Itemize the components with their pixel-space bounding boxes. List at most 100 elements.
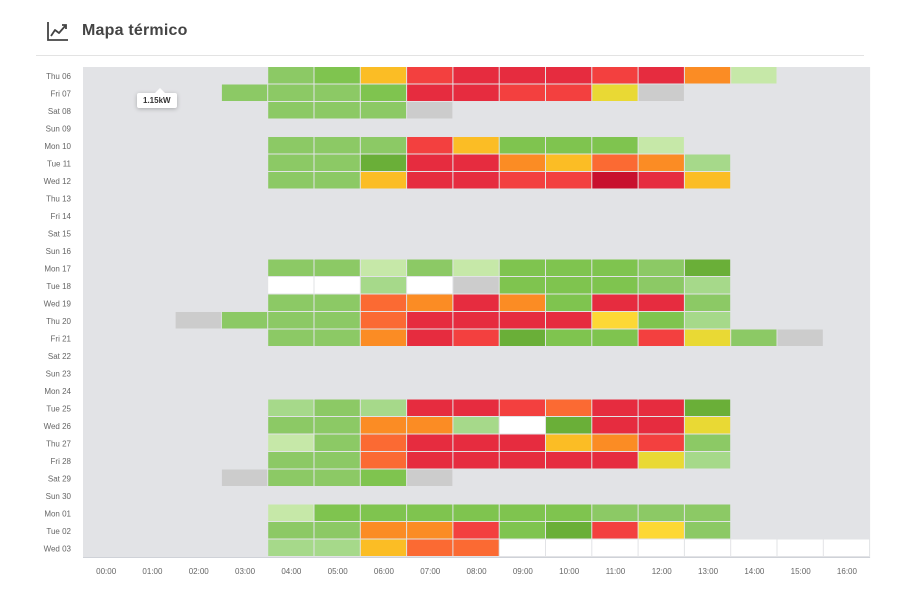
heatmap-cell[interactable] <box>499 452 545 469</box>
heatmap-cell[interactable] <box>684 522 731 539</box>
heatmap-cell[interactable] <box>314 399 360 417</box>
heatmap-cell[interactable] <box>592 277 638 294</box>
heatmap-cell[interactable] <box>453 329 499 347</box>
heatmap-cell[interactable] <box>360 312 407 329</box>
heatmap-cell[interactable] <box>360 522 407 539</box>
heatmap-cell[interactable] <box>360 469 407 487</box>
heatmap-cell[interactable] <box>407 84 453 102</box>
heatmap-cell[interactable] <box>684 259 731 277</box>
heatmap-cell[interactable] <box>268 277 314 294</box>
heatmap-cell[interactable] <box>407 417 453 434</box>
heatmap-cell[interactable] <box>268 67 314 84</box>
heatmap-cell[interactable] <box>221 84 268 102</box>
heatmap-cell[interactable] <box>546 417 592 434</box>
heatmap-cell[interactable] <box>684 312 731 329</box>
heatmap-cell[interactable] <box>638 522 684 539</box>
heatmap-cell[interactable] <box>453 259 499 277</box>
heatmap-cell[interactable] <box>499 399 545 417</box>
heatmap-cell[interactable] <box>499 67 545 84</box>
heatmap-cell[interactable] <box>823 539 870 557</box>
heatmap-cell[interactable] <box>314 172 360 189</box>
heatmap-cell[interactable] <box>407 102 453 119</box>
heatmap-cell[interactable] <box>453 294 499 312</box>
heatmap-cell[interactable] <box>360 137 407 154</box>
heatmap-cell[interactable] <box>407 452 453 469</box>
heatmap-cell[interactable] <box>407 504 453 522</box>
heatmap-cell[interactable] <box>407 539 453 557</box>
heatmap-cell[interactable] <box>314 277 360 294</box>
heatmap-cell[interactable] <box>684 539 731 557</box>
heatmap-cell[interactable] <box>499 504 545 522</box>
heatmap-cell[interactable] <box>407 294 453 312</box>
heatmap-cell[interactable] <box>592 522 638 539</box>
heatmap-cell[interactable] <box>499 329 545 347</box>
heatmap-cell[interactable] <box>453 137 499 154</box>
heatmap-cell[interactable] <box>592 417 638 434</box>
heatmap-cell[interactable] <box>638 172 684 189</box>
heatmap-cell[interactable] <box>314 294 360 312</box>
heatmap-cell[interactable] <box>360 172 407 189</box>
heatmap-cell[interactable] <box>453 154 499 172</box>
heatmap-cell[interactable] <box>592 294 638 312</box>
heatmap-cell[interactable] <box>268 452 314 469</box>
heatmap-cell[interactable] <box>407 154 453 172</box>
heatmap-cell[interactable] <box>592 539 638 557</box>
heatmap-cell[interactable] <box>314 504 360 522</box>
heatmap-cell[interactable] <box>592 172 638 189</box>
heatmap-cell[interactable] <box>546 294 592 312</box>
heatmap-cell[interactable] <box>499 84 545 102</box>
heatmap-cell[interactable] <box>314 102 360 119</box>
heatmap-cell[interactable] <box>684 452 731 469</box>
heatmap-cell[interactable] <box>360 452 407 469</box>
heatmap-cell[interactable] <box>499 137 545 154</box>
heatmap-cell[interactable] <box>638 504 684 522</box>
heatmap-cell[interactable] <box>360 434 407 452</box>
heatmap-cell[interactable] <box>546 154 592 172</box>
heatmap-cell[interactable] <box>592 259 638 277</box>
heatmap-cell[interactable] <box>546 522 592 539</box>
heatmap-cell[interactable] <box>499 522 545 539</box>
heatmap-cell[interactable] <box>268 312 314 329</box>
heatmap-cell[interactable] <box>360 504 407 522</box>
heatmap-cell[interactable] <box>684 67 731 84</box>
heatmap-cell[interactable] <box>546 452 592 469</box>
heatmap-cell[interactable] <box>314 259 360 277</box>
heatmap-cell[interactable] <box>314 154 360 172</box>
heatmap-cell[interactable] <box>314 84 360 102</box>
heatmap-cell[interactable] <box>360 259 407 277</box>
heatmap-cell[interactable] <box>592 399 638 417</box>
heatmap-cell[interactable] <box>268 294 314 312</box>
heatmap-cell[interactable] <box>638 452 684 469</box>
heatmap-cell[interactable] <box>360 67 407 84</box>
heatmap-cell[interactable] <box>499 259 545 277</box>
heatmap-cell[interactable] <box>453 539 499 557</box>
heatmap-cell[interactable] <box>684 277 731 294</box>
heatmap-cell[interactable] <box>360 84 407 102</box>
heatmap-cell[interactable] <box>638 277 684 294</box>
heatmap-cell[interactable] <box>638 417 684 434</box>
heatmap-cell[interactable] <box>731 67 777 84</box>
heatmap-cell[interactable] <box>592 67 638 84</box>
heatmap-cell[interactable] <box>638 137 684 154</box>
heatmap-cell[interactable] <box>638 154 684 172</box>
heatmap-cell[interactable] <box>546 434 592 452</box>
heatmap-cell[interactable] <box>407 277 453 294</box>
heatmap-cell[interactable] <box>268 154 314 172</box>
heatmap-cell[interactable] <box>638 399 684 417</box>
heatmap-cell[interactable] <box>453 434 499 452</box>
heatmap-cell[interactable] <box>592 154 638 172</box>
heatmap-cell[interactable] <box>453 312 499 329</box>
heatmap-cell[interactable] <box>499 312 545 329</box>
heatmap-cell[interactable] <box>546 172 592 189</box>
heatmap-cell[interactable] <box>546 137 592 154</box>
heatmap-cell[interactable] <box>499 154 545 172</box>
heatmap-cell[interactable] <box>638 329 684 347</box>
heatmap-cell[interactable] <box>407 399 453 417</box>
heatmap-cell[interactable] <box>175 312 221 329</box>
heatmap-cell[interactable] <box>638 259 684 277</box>
heatmap-cell[interactable] <box>314 137 360 154</box>
heatmap-cell[interactable] <box>731 539 777 557</box>
heatmap-cell[interactable] <box>684 172 731 189</box>
heatmap-cell[interactable] <box>592 312 638 329</box>
heatmap-cell[interactable] <box>453 84 499 102</box>
